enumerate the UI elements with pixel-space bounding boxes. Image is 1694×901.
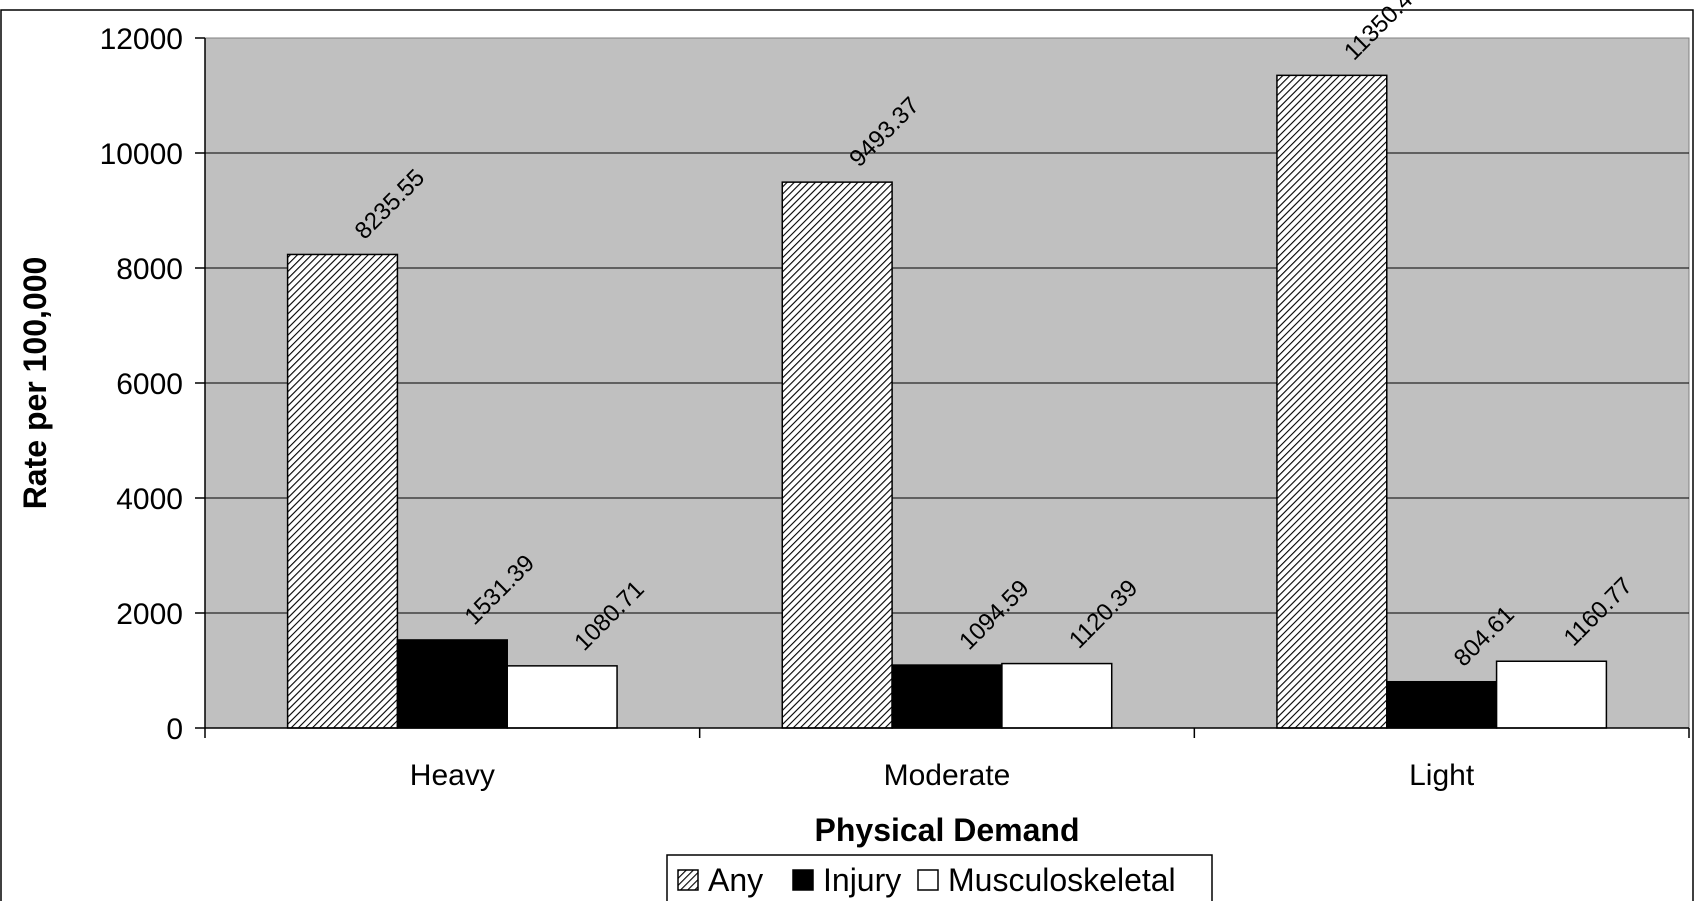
bar-any xyxy=(1276,74,1388,729)
bars xyxy=(286,74,1608,729)
bar-injury xyxy=(891,664,1003,729)
legend-swatch-musculoskeletal xyxy=(917,869,939,891)
y-axis-title: Rate per 100,000 xyxy=(17,257,53,510)
y-tick-label: 12000 xyxy=(100,23,183,56)
y-tick-label: 4000 xyxy=(116,483,183,516)
bar-any xyxy=(781,181,893,729)
y-tick-label: 6000 xyxy=(116,368,183,401)
y-tick-label: 2000 xyxy=(116,598,183,631)
bar-musculoskeletal xyxy=(1495,660,1608,729)
x-category-label: Moderate xyxy=(884,759,1011,792)
legend-swatch-injury xyxy=(792,869,814,891)
bar-musculoskeletal xyxy=(506,665,618,729)
legend-label: Any xyxy=(708,862,763,898)
y-tick-label: 8000 xyxy=(116,253,183,286)
axes: 0 2000 4000 6000 8000 10000 12000 Heavy Moderate… xyxy=(100,23,1690,792)
x-category-label: Heavy xyxy=(410,759,495,792)
gridlines xyxy=(205,152,1689,614)
legend-label: Injury xyxy=(823,862,901,898)
x-category-label: Light xyxy=(1409,759,1475,792)
legend: Any Injury Musculoskeletal xyxy=(666,854,1213,901)
bar-musculoskeletal xyxy=(1001,662,1113,729)
bar-injury xyxy=(396,639,508,729)
bar-any xyxy=(286,253,399,729)
x-axis-title: Physical Demand xyxy=(815,812,1080,848)
y-tick-label: 0 xyxy=(166,713,183,746)
legend-box xyxy=(666,854,1213,901)
legend-swatch-any xyxy=(677,869,699,891)
legend-label: Musculoskeletal xyxy=(948,862,1176,898)
bar-injury xyxy=(1386,680,1498,729)
y-tick-label: 10000 xyxy=(100,138,183,171)
